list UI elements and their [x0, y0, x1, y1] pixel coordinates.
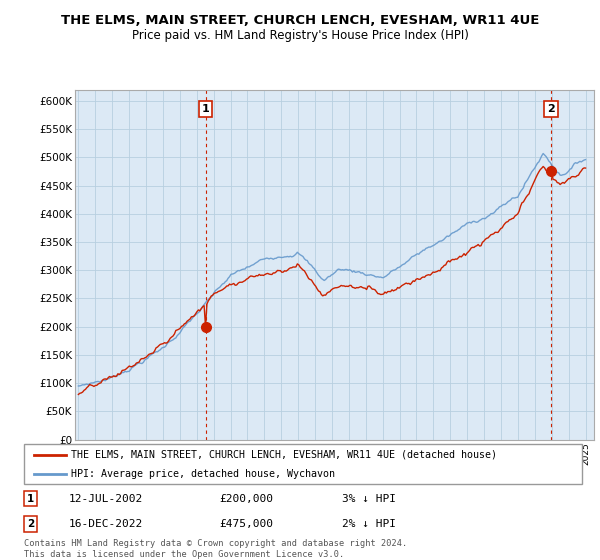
Text: 16-DEC-2022: 16-DEC-2022: [68, 519, 143, 529]
Text: 2% ↓ HPI: 2% ↓ HPI: [342, 519, 396, 529]
Text: 2: 2: [27, 519, 34, 529]
Text: HPI: Average price, detached house, Wychavon: HPI: Average price, detached house, Wych…: [71, 469, 335, 479]
Text: THE ELMS, MAIN STREET, CHURCH LENCH, EVESHAM, WR11 4UE (detached house): THE ELMS, MAIN STREET, CHURCH LENCH, EVE…: [71, 450, 497, 460]
Text: £200,000: £200,000: [220, 493, 273, 503]
Text: 12-JUL-2002: 12-JUL-2002: [68, 493, 143, 503]
Text: 3% ↓ HPI: 3% ↓ HPI: [342, 493, 396, 503]
Text: THE ELMS, MAIN STREET, CHURCH LENCH, EVESHAM, WR11 4UE: THE ELMS, MAIN STREET, CHURCH LENCH, EVE…: [61, 14, 539, 27]
Text: Contains HM Land Registry data © Crown copyright and database right 2024.
This d: Contains HM Land Registry data © Crown c…: [24, 539, 407, 559]
Text: Price paid vs. HM Land Registry's House Price Index (HPI): Price paid vs. HM Land Registry's House …: [131, 29, 469, 42]
Text: 1: 1: [202, 104, 209, 114]
Text: 1: 1: [27, 493, 34, 503]
Text: 2: 2: [547, 104, 555, 114]
Text: £475,000: £475,000: [220, 519, 273, 529]
